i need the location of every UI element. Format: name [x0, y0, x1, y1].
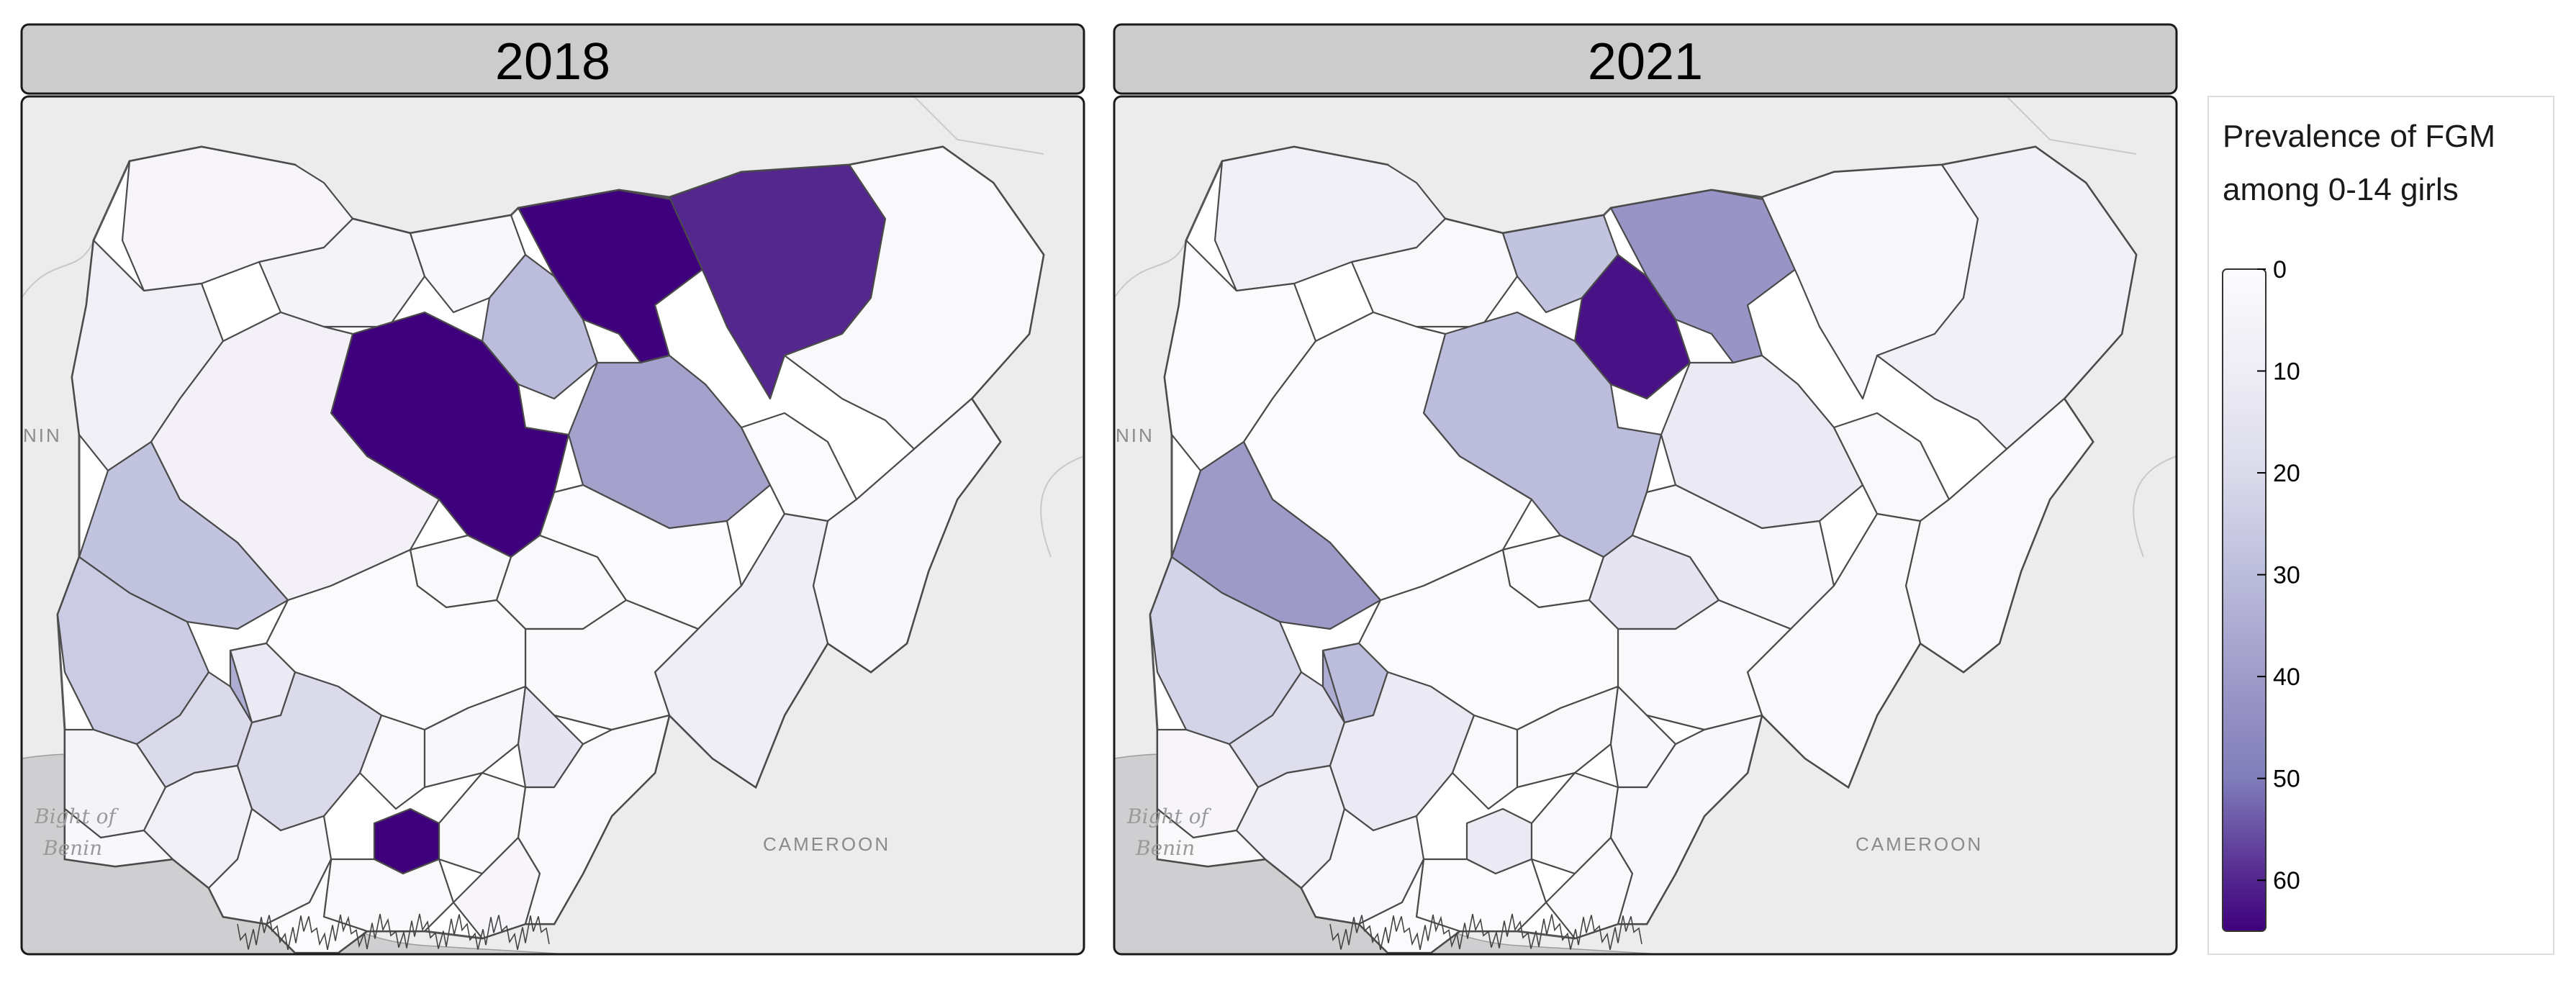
legend-colorbar — [2222, 268, 2267, 932]
water-label-line1-2021: Bight of — [1126, 805, 1211, 828]
benin-label-2018: NIN — [23, 425, 62, 446]
state-plateau-2018 — [538, 484, 743, 630]
strip-2018 — [20, 23, 1085, 95]
strip-label-2018: 2018 — [495, 33, 610, 91]
benin-label-2021: NIN — [1116, 425, 1154, 446]
state-rivers-2021 — [1415, 858, 1547, 933]
strip-2021 — [1113, 23, 2178, 95]
water-label-line2-2021: Benin — [1135, 836, 1195, 860]
choropleth-2018: Bight of Benin CAMEROON NIN — [22, 96, 1084, 954]
delta-coastline-2018 — [237, 913, 550, 951]
state-rivers-2018 — [322, 858, 455, 933]
choropleth-2021: Bight of Benin CAMEROON NIN — [1114, 96, 2177, 954]
cameroon-label-2021: CAMEROON — [1856, 833, 1983, 855]
panel-2021: 2021 Bight of Benin CAMEROON NIN — [1113, 23, 2178, 956]
state-plateau-2021 — [1631, 484, 1835, 630]
legend-tick-label: 30 — [2273, 562, 2300, 589]
cameroon-label-2018: CAMEROON — [763, 833, 890, 855]
legend-tick-label: 10 — [2273, 358, 2300, 386]
legend-title-line1: Prevalence of FGM — [2223, 119, 2495, 154]
legend-tick-label: 60 — [2273, 867, 2300, 894]
state-delta-2018 — [207, 807, 333, 925]
neighbor-borders-2021 — [1114, 96, 2177, 558]
map-frame-2021: Bight of Benin CAMEROON NIN — [1113, 95, 2178, 956]
water-label-line2-2018: Benin — [42, 836, 102, 860]
state-cross-river-2021 — [1609, 714, 1763, 925]
strip-label-2021: 2021 — [1588, 33, 1703, 91]
state-delta-2021 — [1300, 807, 1425, 925]
legend: Prevalence of FGM among 0-14 girls 0 10 20… — [2207, 96, 2554, 955]
state-borno-2018 — [783, 145, 1045, 450]
legend-tick-label: 40 — [2273, 663, 2300, 691]
delta-coastline-2021 — [1329, 913, 1642, 951]
water-label-line1-2018: Bight of — [34, 805, 119, 828]
map-frame-2018: Bight of Benin CAMEROON NIN — [20, 95, 1085, 956]
legend-tick-label: 50 — [2273, 766, 2300, 793]
panel-2018: 2018 Bight of Benin CAMEROON NIN — [20, 23, 1085, 956]
legend-ticks: 0 10 20 30 40 50 60 — [2257, 256, 2300, 894]
legend-tick-label: 20 — [2273, 460, 2300, 487]
legend-tick-label: 0 — [2273, 256, 2287, 284]
legend-title-line2: among 0-14 girls — [2223, 172, 2459, 207]
state-cross-river-2018 — [517, 714, 671, 925]
state-borno-2021 — [1876, 145, 2138, 450]
neighbor-borders-2018 — [22, 96, 1084, 558]
